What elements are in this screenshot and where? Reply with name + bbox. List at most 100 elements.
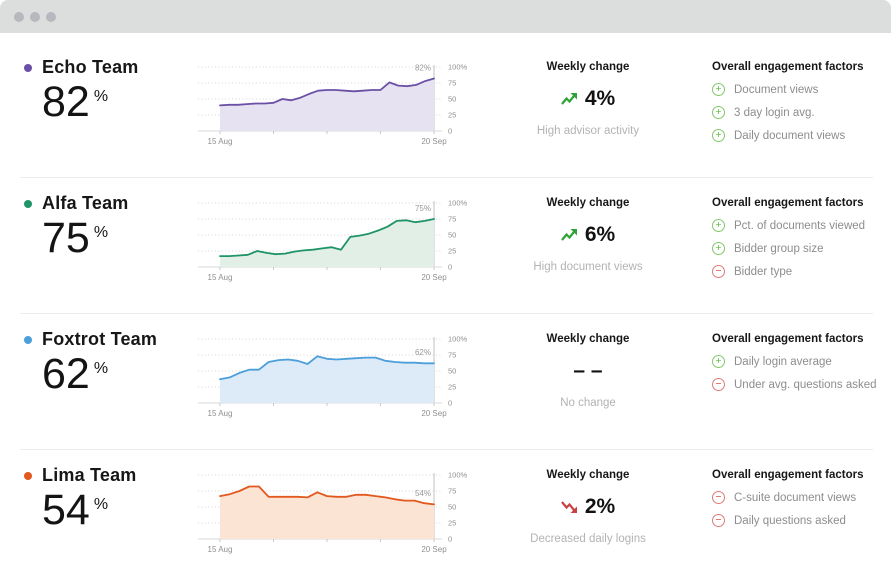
team-row-foxtrot[interactable]: Foxtrot Team 62% 100% 75 50 25 0 62% 15 Aug 20 … [0,315,891,448]
plus-circle-icon [712,219,725,232]
team-score: 54% [42,486,109,534]
percent-unit: % [93,360,109,377]
team-score: 62% [42,350,109,398]
factor-item: 3 day login avg. [712,106,891,119]
weekly-change-value: 4% [490,87,686,111]
svg-text:20 Sep: 20 Sep [421,273,447,282]
team-row-lima[interactable]: Lima Team 54% 100% 75 50 25 0 54% 15 Aug 20 Sep… [0,451,891,581]
weekly-change-header: Weekly change [546,61,630,73]
svg-text:100%: 100% [448,471,468,480]
svg-text:15 Aug: 15 Aug [208,545,233,554]
svg-text:0: 0 [448,399,452,408]
team-color-dot-icon [24,199,32,208]
engagement-factors-header: Overall engagement factors [712,61,864,73]
factor-label: Daily document views [734,129,846,142]
window-control-dot-icon[interactable] [30,11,40,22]
weekly-change-subtitle: High document views [533,261,643,273]
team-color-dot-icon [24,335,32,344]
row-divider [20,313,873,314]
engagement-trend-chart: 100% 75 50 25 0 82% 15 Aug 20 Sep [198,63,468,146]
factor-label: Daily questions asked [734,514,846,527]
svg-text:20 Sep: 20 Sep [421,137,447,146]
engagement-factors-panel: Overall engagement factors C-suite docum… [686,451,891,581]
factor-item: Daily login average [712,355,891,368]
factor-label: C-suite document views [734,491,857,504]
team-summary: Foxtrot Team 62% [0,315,190,448]
weekly-change-panel: Weekly change 6% High document views [490,179,686,312]
factor-item: Bidder group size [712,242,891,255]
team-name: Lima Team [42,465,137,485]
weekly-change-panel: Weekly change – – No change [490,315,686,448]
minus-circle-icon [712,491,725,504]
team-score: 75% [42,214,109,262]
factor-label: Document views [734,83,819,96]
plus-circle-icon [712,129,725,142]
window-control-dot-icon[interactable] [46,11,56,22]
svg-text:25: 25 [448,111,456,120]
svg-text:20 Sep: 20 Sep [421,409,447,418]
engagement-factors-header: Overall engagement factors [712,469,864,481]
weekly-change-number: 4% [584,87,616,110]
svg-text:50: 50 [448,367,456,376]
svg-text:25: 25 [448,383,456,392]
weekly-change-subtitle: Decreased daily logins [530,533,646,545]
minus-circle-icon [712,378,725,391]
weekly-change-value: – – [490,359,686,383]
factor-label: Daily login average [734,355,832,368]
svg-text:15 Aug: 15 Aug [208,273,233,282]
weekly-change-panel: Weekly change 2% Decreased daily logins [490,451,686,581]
window-control-dot-icon[interactable] [14,11,24,22]
svg-text:100%: 100% [448,63,468,72]
factor-item: Pct. of documents viewed [712,219,891,232]
svg-text:0: 0 [448,127,452,136]
team-row-alfa[interactable]: Alfa Team 75% 100% 75 50 25 0 75% 15 Aug 20 Sep… [0,179,891,312]
team-name: Alfa Team [42,193,129,213]
plus-circle-icon [712,106,725,119]
weekly-change-value: 6% [490,223,686,247]
factor-label: Bidder group size [734,242,824,255]
svg-text:0: 0 [448,263,452,272]
window-titlebar [0,0,891,33]
row-divider [20,177,873,178]
svg-text:82%: 82% [415,63,431,72]
team-summary: Echo Team 82% [0,43,190,176]
sparkline-chart-cell: 100% 75 50 25 0 54% 15 Aug 20 Sep [190,451,490,581]
svg-text:100%: 100% [448,335,468,344]
svg-text:100%: 100% [448,199,468,208]
team-name: Foxtrot Team [42,329,158,349]
factor-item: Under avg. questions asked [712,378,891,391]
svg-text:25: 25 [448,519,456,528]
svg-text:75: 75 [448,79,456,88]
trend-up-icon [560,93,577,105]
sparkline-chart-cell: 100% 75 50 25 0 75% 15 Aug 20 Sep [190,179,490,312]
svg-text:0: 0 [448,535,452,544]
team-row-echo[interactable]: Echo Team 82% 100% 75 50 25 0 82% 15 Aug 20 Sep… [0,43,891,176]
team-color-dot-icon [24,471,32,480]
team-name: Echo Team [42,57,139,77]
svg-text:20 Sep: 20 Sep [421,545,447,554]
plus-circle-icon [712,242,725,255]
plus-circle-icon [712,83,725,96]
engagement-factors-header: Overall engagement factors [712,333,864,345]
plus-circle-icon [712,355,725,368]
minus-circle-icon [712,514,725,527]
factor-label: 3 day login avg. [734,106,815,119]
engagement-factors-header: Overall engagement factors [712,197,864,209]
factor-label: Bidder type [734,265,793,278]
weekly-change-subtitle: No change [560,397,616,409]
engagement-factors-panel: Overall engagement factors Daily login a… [686,315,891,448]
factor-label: Under avg. questions asked [734,378,877,391]
weekly-change-header: Weekly change [546,333,630,345]
factor-item: Daily questions asked [712,514,891,527]
weekly-change-number: 6% [584,223,616,246]
svg-text:15 Aug: 15 Aug [208,409,233,418]
factor-item: Document views [712,83,891,96]
factor-label: Pct. of documents viewed [734,219,866,232]
sparkline-chart-cell: 100% 75 50 25 0 62% 15 Aug 20 Sep [190,315,490,448]
svg-text:50: 50 [448,231,456,240]
team-engagement-list: Echo Team 82% 100% 75 50 25 0 82% 15 Aug 20 Sep… [0,33,891,581]
team-summary: Lima Team 54% [0,451,190,581]
percent-unit: % [93,224,109,241]
weekly-change-number: – – [573,359,603,382]
